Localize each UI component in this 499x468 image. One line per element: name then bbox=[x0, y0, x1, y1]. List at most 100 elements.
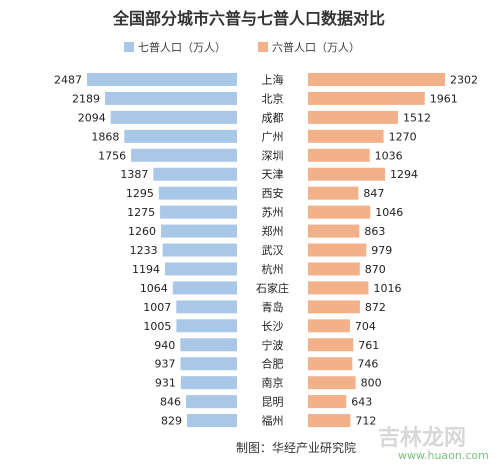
bar-seventh-13 bbox=[176, 319, 237, 333]
bar-sixth-6 bbox=[308, 186, 359, 200]
chart-title: 全国部分城市六普与七普人口数据对比 bbox=[112, 9, 385, 28]
city-label-11: 石家庄 bbox=[256, 281, 289, 295]
city-label-12: 青岛 bbox=[262, 300, 284, 314]
bar-seventh-4 bbox=[131, 148, 237, 162]
value-seventh-0: 2487 bbox=[54, 73, 82, 86]
chart-credit: 制图：华经产业研究院 bbox=[236, 440, 356, 455]
bar-sixth-16 bbox=[308, 376, 356, 390]
bar-sixth-0 bbox=[308, 72, 445, 86]
city-label-2: 成都 bbox=[262, 111, 284, 124]
watermark-text: 吉林龙网 bbox=[378, 425, 466, 451]
value-seventh-9: 1233 bbox=[130, 244, 158, 257]
city-label-15: 合肥 bbox=[262, 357, 284, 371]
value-sixth-17: 643 bbox=[351, 396, 372, 409]
value-sixth-10: 870 bbox=[365, 263, 386, 276]
city-label-16: 南京 bbox=[262, 376, 284, 390]
bar-seventh-8 bbox=[161, 224, 237, 238]
city-label-18: 福州 bbox=[262, 414, 284, 428]
bar-sixth-5 bbox=[308, 167, 386, 181]
value-sixth-2: 1512 bbox=[403, 111, 431, 124]
value-seventh-17: 846 bbox=[160, 396, 181, 409]
bar-sixth-15 bbox=[308, 357, 353, 371]
value-seventh-1: 2189 bbox=[72, 92, 100, 105]
city-label-3: 广州 bbox=[262, 130, 284, 143]
bar-seventh-10 bbox=[164, 262, 237, 276]
bar-sixth-11 bbox=[308, 281, 369, 295]
bar-sixth-3 bbox=[308, 129, 384, 143]
city-label-8: 郑州 bbox=[262, 224, 284, 238]
value-sixth-6: 847 bbox=[363, 187, 384, 200]
bar-seventh-1 bbox=[104, 91, 237, 105]
bar-sixth-13 bbox=[308, 319, 350, 333]
bar-seventh-9 bbox=[162, 243, 237, 257]
bar-sixth-2 bbox=[308, 110, 398, 124]
value-sixth-3: 1270 bbox=[389, 130, 417, 143]
value-sixth-4: 1036 bbox=[375, 149, 403, 162]
bar-seventh-18 bbox=[187, 414, 237, 428]
bar-seventh-0 bbox=[87, 72, 237, 86]
watermark-url: www.huaon.com bbox=[398, 449, 489, 462]
value-seventh-7: 1275 bbox=[127, 206, 155, 219]
value-sixth-13: 704 bbox=[355, 320, 376, 333]
value-sixth-12: 872 bbox=[365, 301, 386, 314]
bar-seventh-15 bbox=[180, 357, 237, 371]
legend-swatch-seventh bbox=[124, 42, 134, 52]
value-seventh-12: 1007 bbox=[143, 301, 171, 314]
value-seventh-16: 931 bbox=[155, 377, 176, 390]
value-seventh-18: 829 bbox=[161, 415, 182, 428]
bar-seventh-11 bbox=[172, 281, 237, 295]
bar-sixth-18 bbox=[308, 414, 351, 428]
value-seventh-4: 1756 bbox=[98, 149, 126, 162]
bar-sixth-1 bbox=[308, 91, 425, 105]
bar-seventh-5 bbox=[153, 167, 237, 181]
value-seventh-14: 940 bbox=[154, 339, 175, 352]
value-sixth-7: 1046 bbox=[375, 206, 403, 219]
legend: 七普人口（万人） 六普人口（万人） bbox=[124, 40, 360, 54]
bar-sixth-10 bbox=[308, 262, 360, 276]
value-sixth-9: 979 bbox=[371, 244, 392, 257]
legend-swatch-sixth bbox=[258, 42, 268, 52]
value-seventh-5: 1387 bbox=[120, 168, 148, 181]
value-seventh-11: 1064 bbox=[140, 282, 168, 295]
value-sixth-18: 712 bbox=[355, 415, 376, 428]
bar-seventh-3 bbox=[124, 129, 237, 143]
watermark: 吉林龙网 www.huaon.com bbox=[378, 425, 489, 462]
city-label-17: 昆明 bbox=[262, 396, 284, 409]
bar-sixth-8 bbox=[308, 224, 360, 238]
bar-sixth-14 bbox=[308, 338, 354, 352]
city-label-5: 天津 bbox=[262, 168, 284, 181]
value-seventh-8: 1260 bbox=[128, 225, 156, 238]
city-label-0: 上海 bbox=[262, 72, 284, 86]
bars-group: 2487 上海 2302 2189 北京 1961 2094 成都 1512 1868 广州 1270… bbox=[54, 72, 478, 427]
value-seventh-6: 1295 bbox=[126, 187, 154, 200]
value-sixth-8: 863 bbox=[364, 225, 385, 238]
bar-seventh-7 bbox=[160, 205, 237, 219]
bar-seventh-16 bbox=[180, 376, 237, 390]
value-sixth-16: 800 bbox=[361, 377, 382, 390]
value-seventh-10: 1194 bbox=[132, 263, 160, 276]
value-sixth-0: 2302 bbox=[450, 73, 478, 86]
legend-label-seventh: 七普人口（万人） bbox=[138, 40, 226, 54]
bar-seventh-12 bbox=[176, 300, 237, 314]
value-sixth-11: 1016 bbox=[373, 282, 401, 295]
bar-seventh-17 bbox=[185, 395, 237, 409]
value-seventh-3: 1868 bbox=[91, 130, 119, 143]
bar-sixth-9 bbox=[308, 243, 367, 257]
bar-sixth-12 bbox=[308, 300, 360, 314]
city-label-10: 杭州 bbox=[262, 262, 284, 276]
value-sixth-15: 746 bbox=[357, 358, 378, 371]
bar-seventh-14 bbox=[180, 338, 237, 352]
city-label-6: 西安 bbox=[262, 186, 284, 200]
city-label-13: 长沙 bbox=[262, 320, 284, 333]
city-label-1: 北京 bbox=[262, 91, 284, 105]
value-sixth-5: 1294 bbox=[390, 168, 418, 181]
value-seventh-13: 1005 bbox=[143, 320, 171, 333]
bar-sixth-4 bbox=[308, 148, 370, 162]
value-sixth-14: 761 bbox=[358, 339, 379, 352]
legend-label-sixth: 六普人口（万人） bbox=[272, 40, 360, 54]
city-label-7: 苏州 bbox=[262, 206, 284, 219]
bar-seventh-2 bbox=[110, 110, 237, 124]
bar-sixth-17 bbox=[308, 395, 347, 409]
city-label-4: 深圳 bbox=[262, 149, 284, 162]
